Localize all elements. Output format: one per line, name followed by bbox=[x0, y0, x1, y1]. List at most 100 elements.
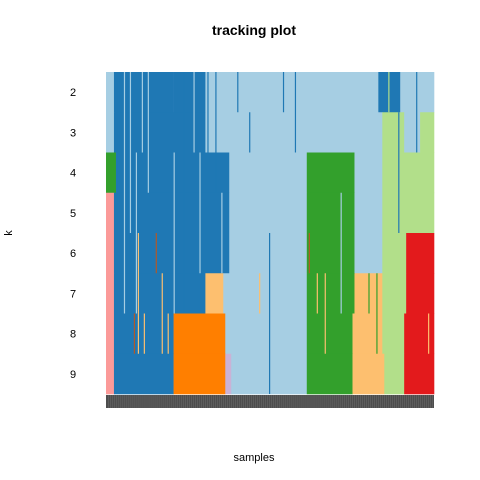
sample-bar-divider bbox=[219, 395, 220, 408]
sample-bar-divider bbox=[191, 395, 192, 408]
sample-bar-divider bbox=[312, 395, 314, 408]
sample-bar-divider bbox=[396, 395, 397, 408]
sample-bar-divider bbox=[270, 395, 272, 408]
sample-bar-divider bbox=[274, 395, 276, 408]
sample-bar-divider bbox=[251, 395, 252, 408]
sample-bar-divider bbox=[195, 395, 196, 408]
sample-bar-divider bbox=[430, 395, 431, 408]
sample-bar-divider bbox=[207, 395, 208, 408]
sample-bar-divider bbox=[282, 395, 284, 408]
sample-bar-divider bbox=[151, 395, 153, 408]
heatmap-cell-k4 bbox=[354, 152, 383, 194]
sample-bar-divider bbox=[402, 395, 403, 408]
heatmap-cell-k2 bbox=[106, 72, 115, 113]
sample-bar-divider bbox=[115, 395, 117, 408]
sample-bar-divider bbox=[360, 395, 361, 408]
heatmap-streak bbox=[215, 72, 217, 193]
sample-bar-divider bbox=[406, 395, 407, 408]
heatmap-cell-k5 bbox=[306, 192, 355, 234]
heatmap-cell-k5 bbox=[229, 192, 308, 234]
sample-bar-divider bbox=[177, 395, 179, 408]
heatmap-cell-k5 bbox=[382, 192, 435, 234]
sample-bar-divider bbox=[183, 395, 185, 408]
heatmap-streak bbox=[207, 72, 209, 153]
k-tick-label: 4 bbox=[70, 168, 76, 180]
heatmap-cell-k7 bbox=[113, 273, 206, 314]
heatmap-streak bbox=[249, 112, 251, 153]
sample-bar-divider bbox=[113, 395, 115, 408]
heatmap-cell-k4 bbox=[115, 152, 230, 194]
sample-bar-divider bbox=[296, 395, 298, 408]
sample-bar-divider bbox=[412, 395, 413, 408]
heatmap-streaks bbox=[117, 72, 430, 394]
heatmap-streak bbox=[147, 72, 149, 193]
heatmap-cell-k7 bbox=[205, 273, 224, 314]
k-tick-label: 5 bbox=[70, 208, 76, 220]
sample-bar-divider bbox=[298, 395, 300, 408]
sample-bar-divider bbox=[390, 395, 391, 408]
sample-bar-divider bbox=[316, 395, 318, 408]
heatmap-cell-k9 bbox=[404, 353, 435, 395]
sample-bar-divider bbox=[215, 395, 216, 408]
heatmap-streak bbox=[143, 313, 145, 354]
sample-bar-divider bbox=[167, 395, 169, 408]
sample-bar-divider bbox=[223, 395, 224, 408]
heatmap-cell-k3 bbox=[382, 112, 405, 153]
sample-bar-divider bbox=[125, 395, 127, 408]
sample-bar-divider bbox=[171, 395, 173, 408]
sample-bar-divider bbox=[237, 395, 238, 408]
sample-bar-divider bbox=[159, 395, 161, 408]
heatmap-cell-k3 bbox=[420, 112, 435, 153]
sample-bar-divider bbox=[185, 395, 187, 408]
sample-bar-divider bbox=[107, 395, 109, 408]
sample-bar-divider bbox=[213, 395, 214, 408]
heatmap-streak bbox=[324, 273, 326, 354]
sample-bar-divider bbox=[149, 395, 151, 408]
k-tick-label: 2 bbox=[70, 87, 76, 99]
heatmap-cell-k8 bbox=[306, 313, 353, 355]
sample-bar-divider bbox=[131, 395, 133, 408]
heatmap-streak bbox=[183, 72, 185, 314]
k-tick-labels: 2 3 4 5 6 7 8 9 bbox=[70, 87, 76, 381]
sample-bar-divider bbox=[322, 395, 324, 408]
heatmap-cell-k9 bbox=[106, 353, 115, 395]
sample-bar-divider bbox=[362, 395, 363, 408]
sample-bar-divider bbox=[209, 395, 210, 408]
sample-bar-divider bbox=[229, 395, 230, 408]
heatmap-streak bbox=[308, 233, 310, 274]
heatmap-streak bbox=[368, 273, 370, 314]
heatmap-cell-k8 bbox=[173, 313, 226, 355]
sample-bar-divider bbox=[139, 395, 141, 408]
heatmap-streak bbox=[123, 72, 126, 314]
sample-bar-divider bbox=[129, 395, 131, 408]
sample-bar-divider bbox=[193, 395, 194, 408]
sample-bar-divider bbox=[137, 395, 139, 408]
heatmap-cell-k4 bbox=[229, 152, 308, 194]
heatmap-streak bbox=[376, 273, 378, 354]
heatmap-cell-k3 bbox=[113, 112, 206, 153]
sample-bar-divider bbox=[211, 395, 212, 408]
sample-bar-divider bbox=[364, 395, 365, 408]
heatmap-streak bbox=[135, 152, 138, 314]
sample-bar-divider bbox=[259, 395, 260, 408]
x-axis-label: samples bbox=[234, 452, 275, 464]
heatmap-streak bbox=[340, 192, 342, 314]
heatmap-streak bbox=[141, 72, 143, 153]
sample-bar-divider bbox=[304, 395, 306, 408]
sample-bar-divider bbox=[352, 395, 353, 408]
heatmap-cell-k8 bbox=[106, 313, 115, 355]
sample-bar-divider bbox=[247, 395, 248, 408]
sample-annotation-bar bbox=[106, 395, 434, 408]
sample-bar-divider bbox=[255, 395, 256, 408]
sample-bar-divider bbox=[388, 395, 389, 408]
sample-bar-divider bbox=[265, 395, 266, 408]
sample-bar-divider bbox=[306, 395, 308, 408]
k-tick-label: 9 bbox=[70, 369, 76, 381]
sample-bar-divider bbox=[376, 395, 377, 408]
sample-bar-divider bbox=[111, 395, 113, 408]
heatmap-cell-k9 bbox=[306, 353, 353, 395]
sample-bar-divider bbox=[326, 395, 328, 408]
sample-bar-divider bbox=[294, 395, 296, 408]
sample-bar-divider bbox=[278, 395, 280, 408]
sample-bar-divider bbox=[380, 395, 381, 408]
